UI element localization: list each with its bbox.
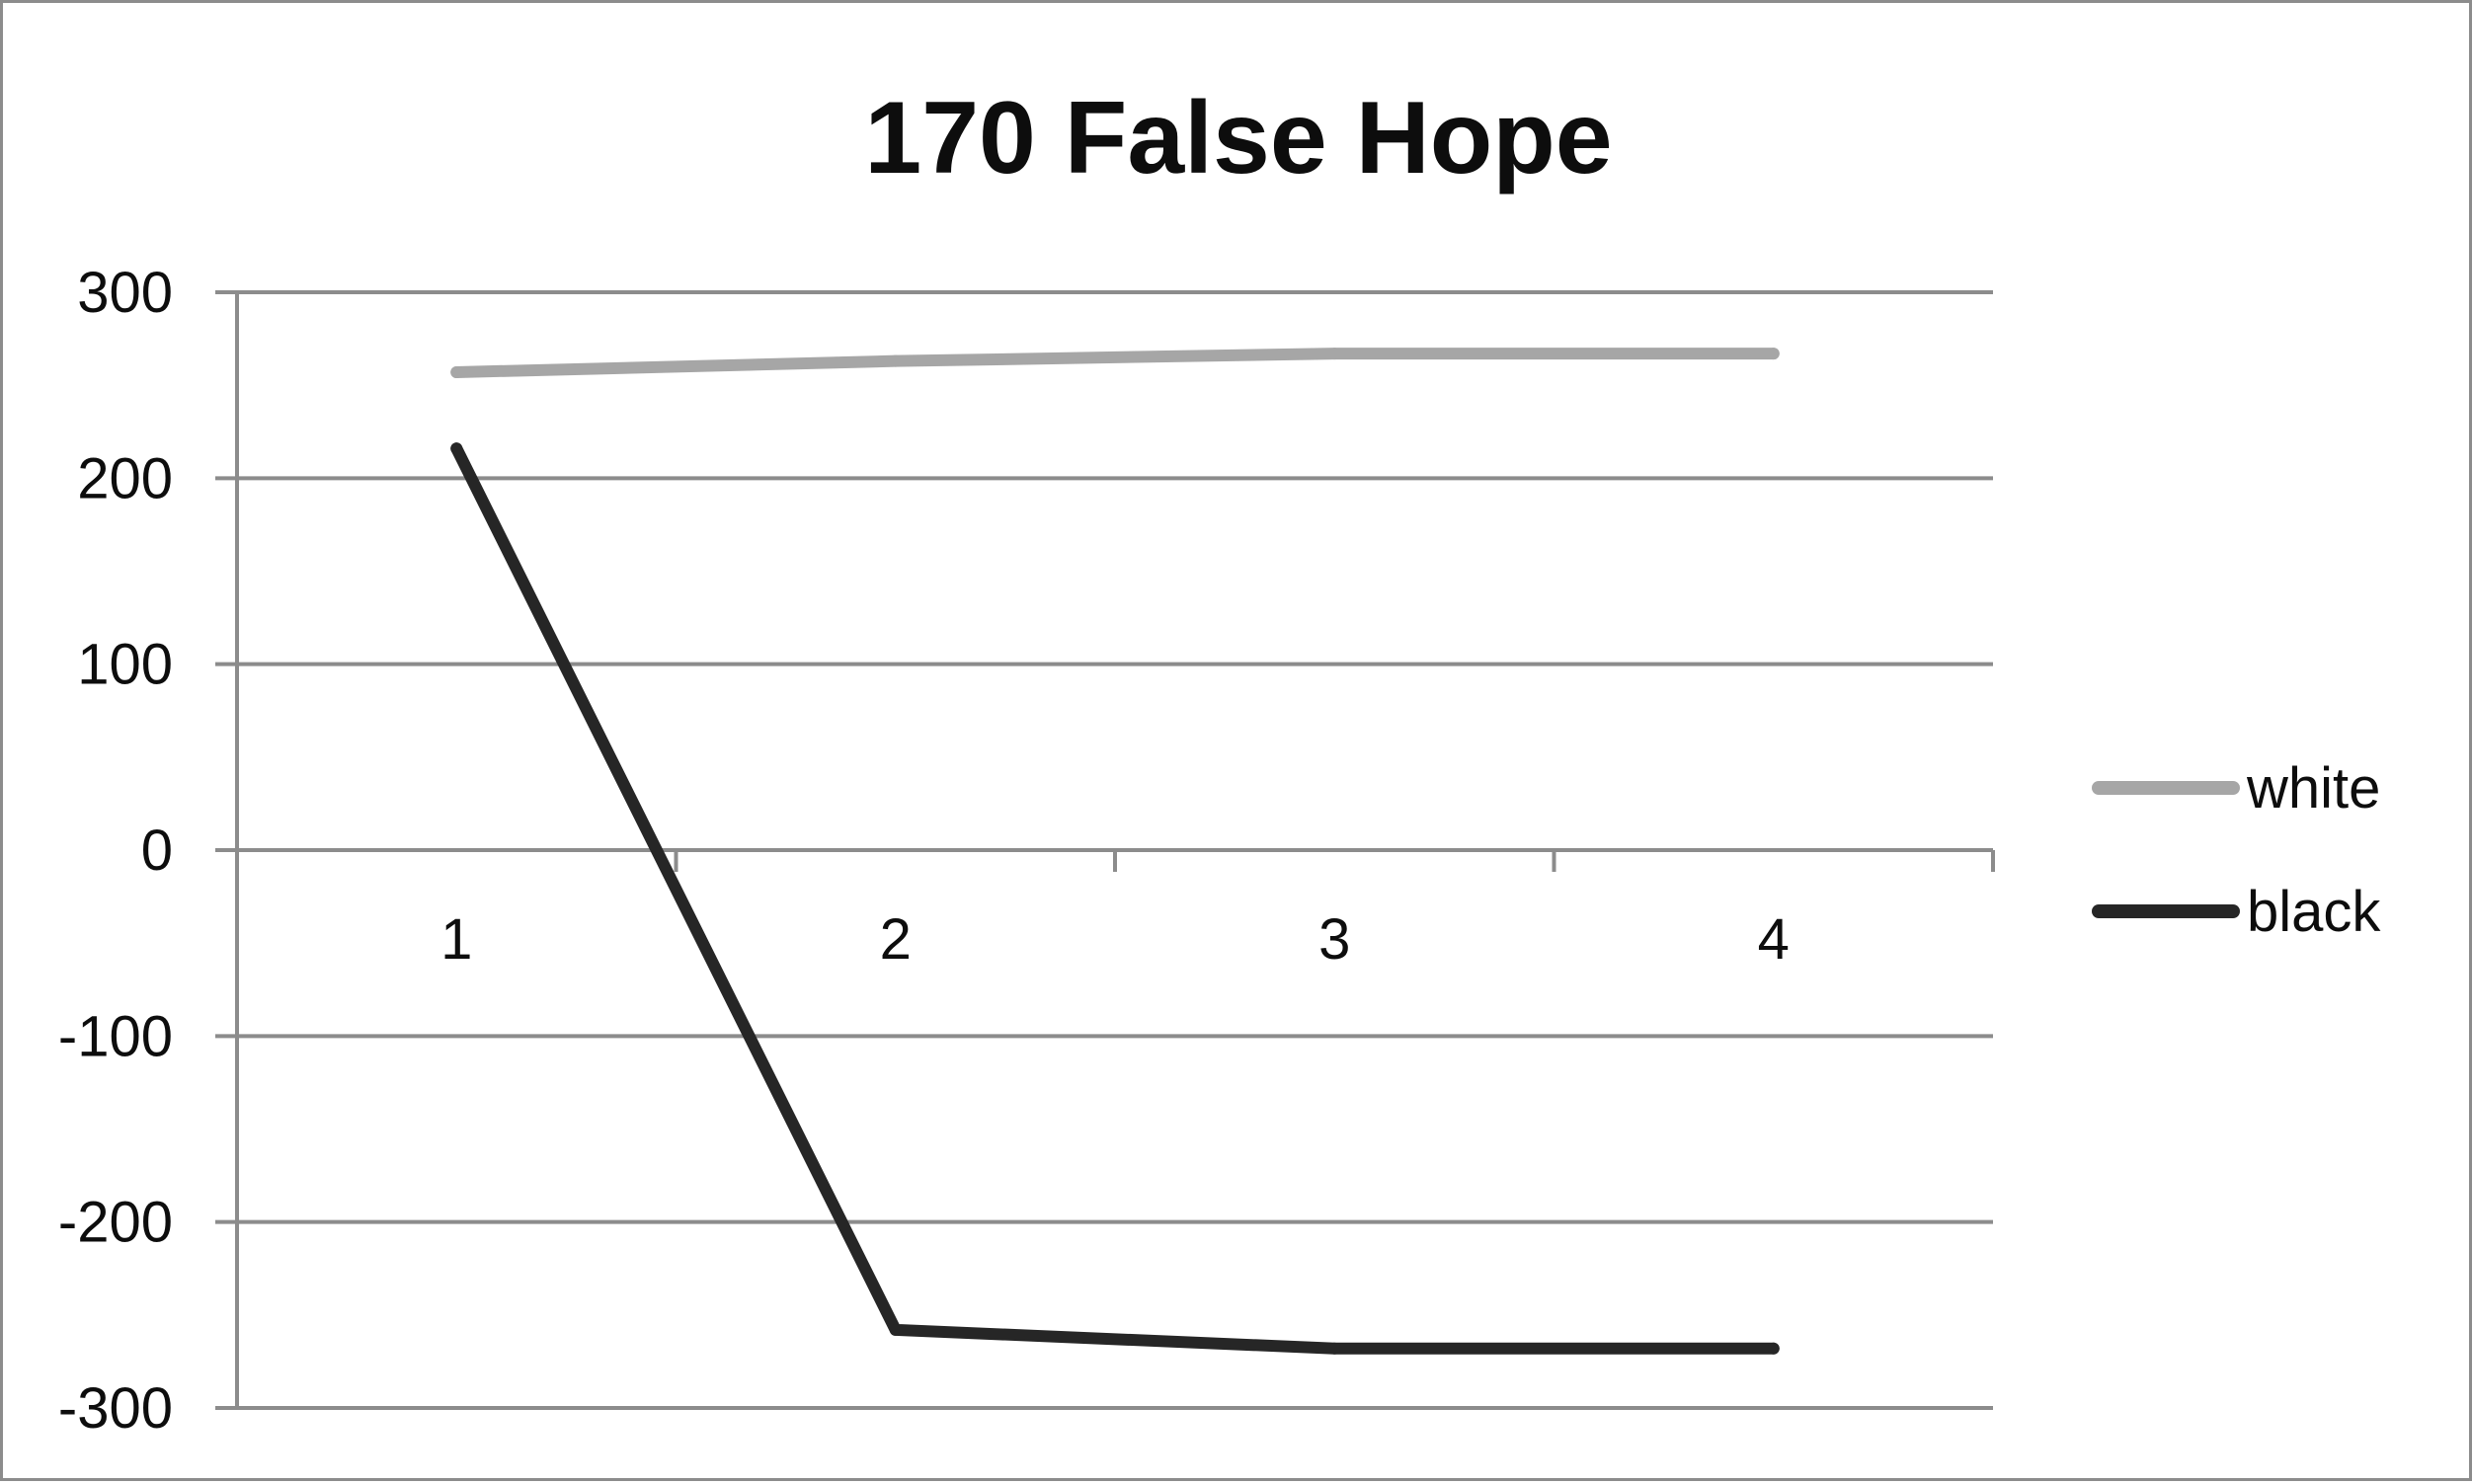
y-tick-label: -100 (58, 1004, 173, 1068)
legend-item-black: black (2092, 880, 2381, 944)
y-tick-label: 100 (77, 633, 173, 697)
axes (235, 292, 1995, 1408)
series-line-black (450, 442, 1780, 1355)
legend-label-white: white (2246, 756, 2380, 820)
legend-label-black: black (2247, 880, 2381, 944)
chart-title: 170 False Hope (864, 81, 1612, 195)
data-point-black (1328, 1342, 1341, 1355)
y-tick-label: 0 (141, 819, 173, 883)
series-black (450, 442, 1780, 1355)
line-chart-svg: 170 False Hope 300 200 100 0 -100 -200 -300 1 2… (58, 81, 2381, 1441)
x-axis-tick-labels: 1 2 3 4 (440, 907, 1790, 972)
series-white (450, 348, 1780, 378)
data-point-white (450, 365, 463, 378)
x-tick-label: 1 (440, 907, 472, 972)
y-tick-label: -300 (58, 1376, 173, 1441)
series-line-white (450, 348, 1780, 378)
data-point-white (889, 354, 902, 367)
data-point-black (889, 1323, 902, 1336)
y-tick-label: 300 (77, 261, 173, 325)
y-axis-tick-labels: 300 200 100 0 -100 -200 -300 (58, 261, 173, 1441)
data-point-black (1767, 1342, 1780, 1355)
x-tick-label: 4 (1758, 907, 1790, 972)
data-point-black (450, 442, 463, 455)
series-lines (450, 348, 1780, 1355)
legend: white black (2092, 756, 2381, 944)
x-tick-label: 2 (880, 907, 912, 972)
legend-item-white: white (2092, 756, 2380, 820)
y-tick-label: 200 (77, 446, 173, 510)
data-point-white (1328, 348, 1341, 360)
y-tick-label: -200 (58, 1191, 173, 1255)
data-point-white (1767, 348, 1780, 360)
x-tick-label: 3 (1318, 907, 1350, 972)
